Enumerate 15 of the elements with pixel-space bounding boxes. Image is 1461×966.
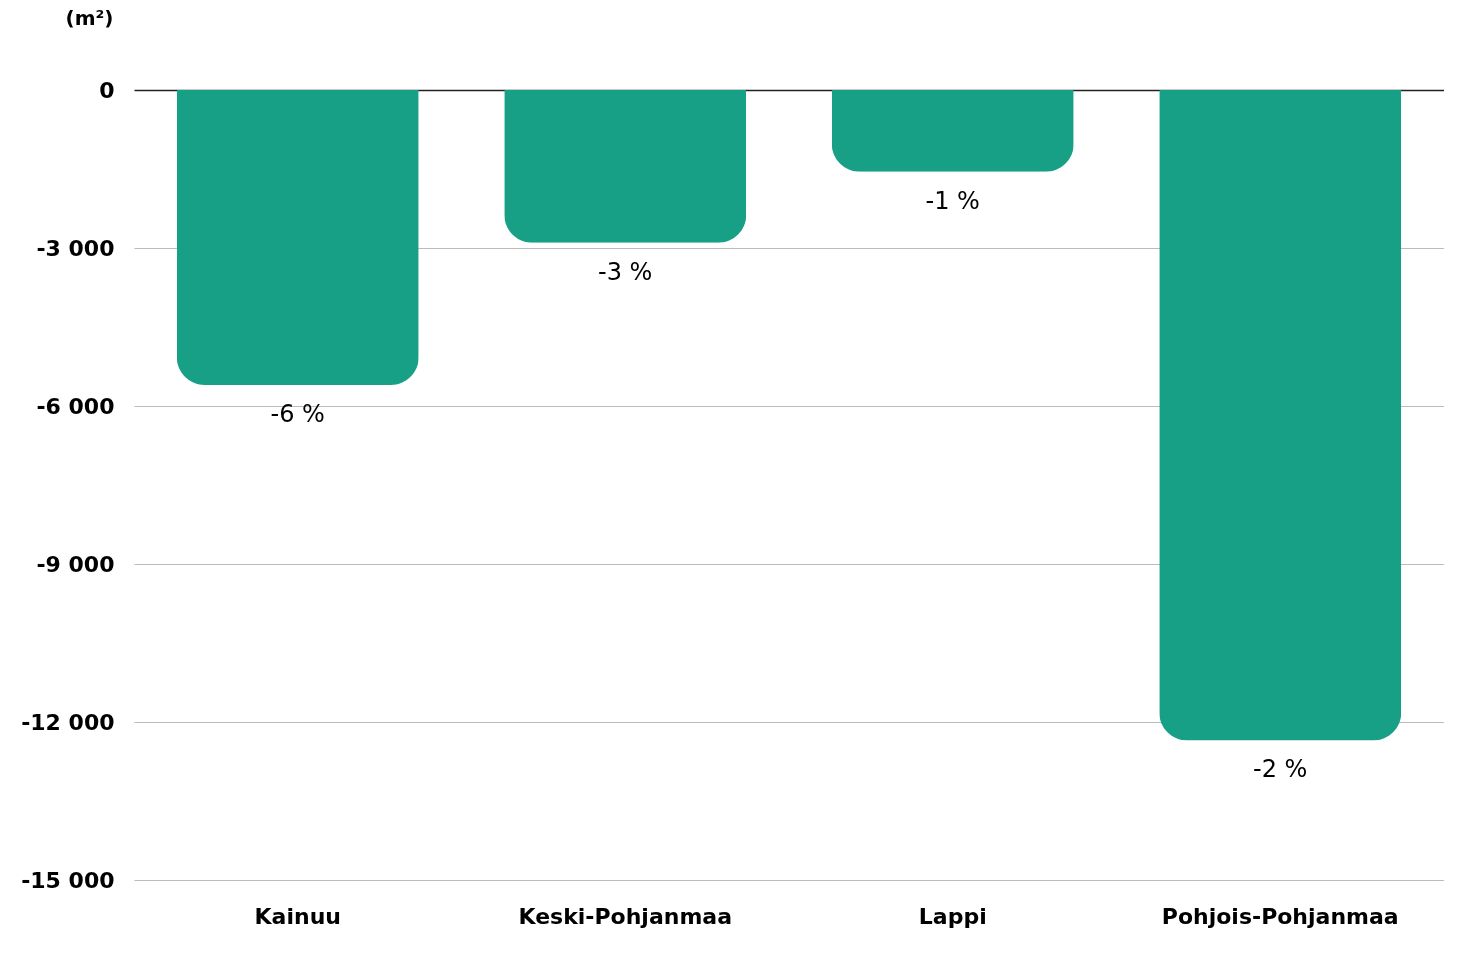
x-tick-label: Keski-Pohjanmaa: [518, 903, 733, 929]
y-tick-label: -9 000: [36, 551, 115, 577]
annotation: -1 %: [925, 186, 980, 215]
annotation: -2 %: [1253, 755, 1308, 784]
y-tick-label: 0: [99, 77, 115, 103]
annotation: -6 %: [270, 399, 325, 428]
y-axis-title: (m²): [65, 5, 114, 30]
y-tick-label: -15 000: [21, 867, 115, 893]
y-tick-label: -12 000: [21, 709, 115, 735]
x-tick-label: Pohjois-Pohjanmaa: [1161, 903, 1399, 929]
y-tick-label: -6 000: [36, 393, 115, 419]
y-tick-label: -3 000: [36, 235, 115, 261]
annotation: -3 %: [598, 257, 653, 286]
x-tick-label: Lappi: [918, 903, 987, 929]
x-tick-label: Kainuu: [254, 903, 341, 929]
